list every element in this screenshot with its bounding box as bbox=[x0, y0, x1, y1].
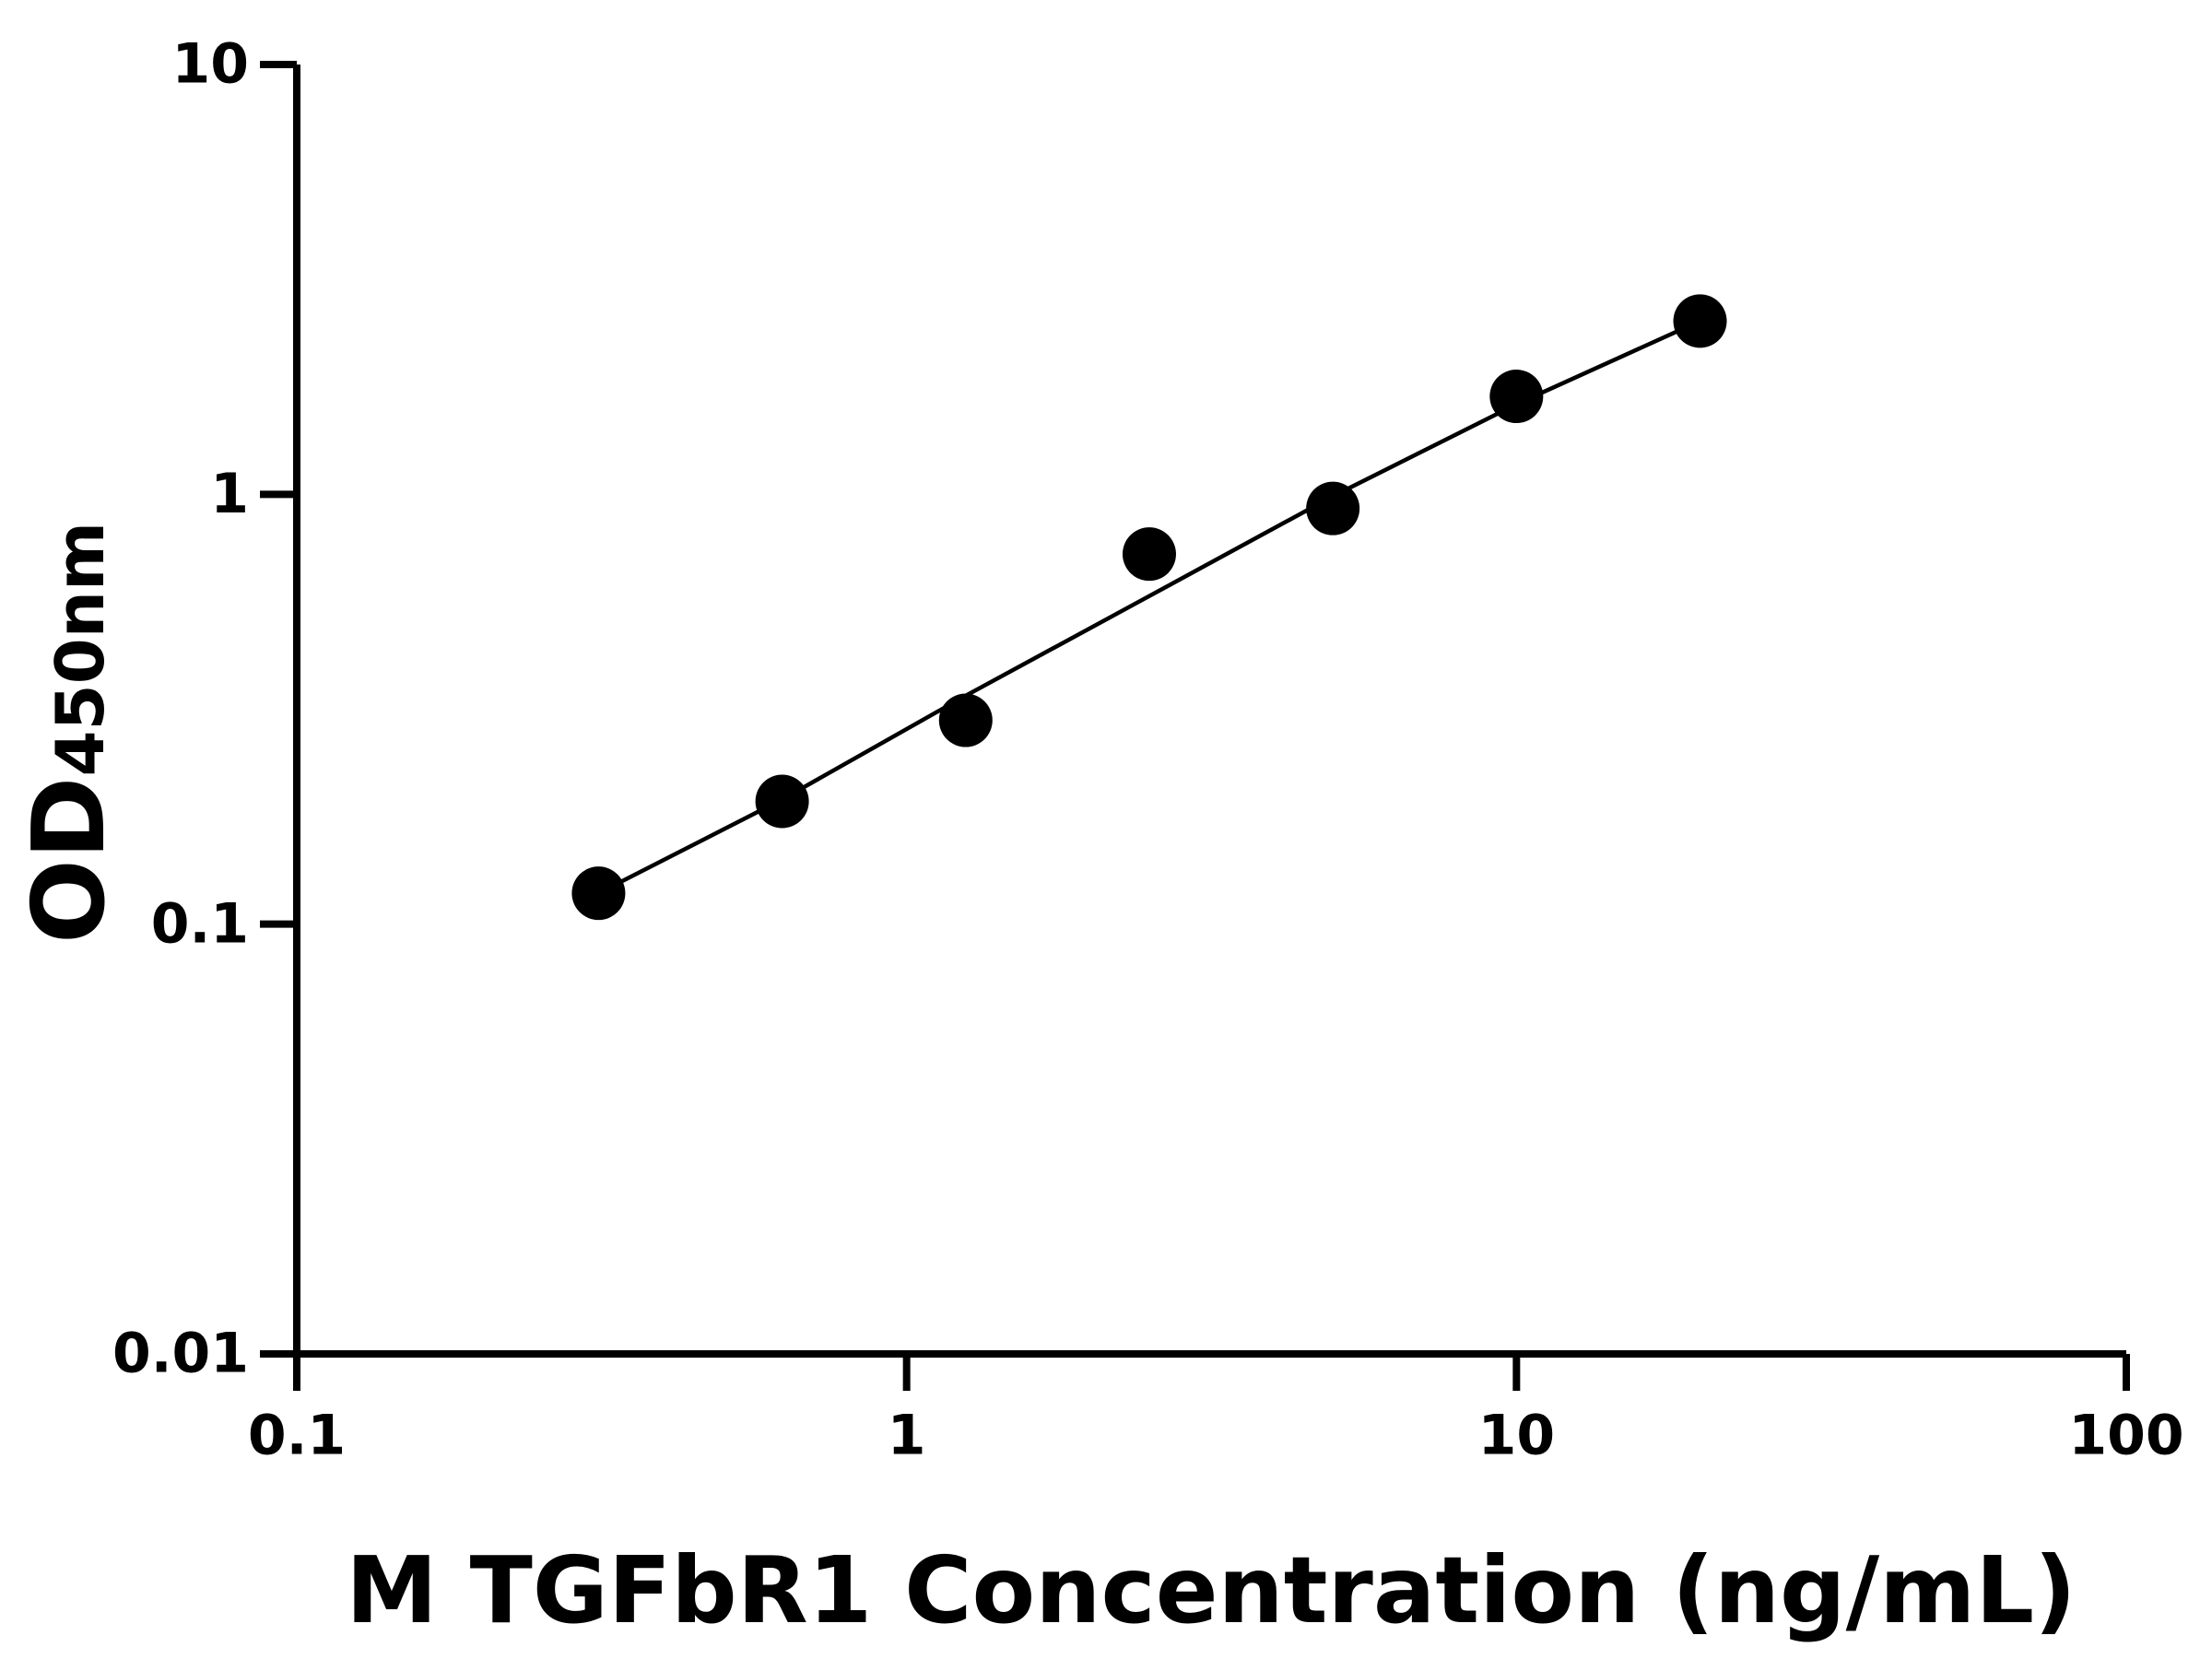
data-point bbox=[1122, 527, 1176, 582]
x-axis-label: M TGFbR1 Concentration (ng/mL) bbox=[346, 1536, 2077, 1644]
y-tick-label: 10 bbox=[172, 32, 250, 97]
y-tick-label: 0.01 bbox=[112, 1322, 249, 1386]
y-tick-label: 1 bbox=[210, 462, 249, 526]
data-point bbox=[571, 866, 626, 921]
y-tick-label: 0.1 bbox=[151, 891, 249, 956]
data-point bbox=[1673, 294, 1727, 348]
x-tick-label: 1 bbox=[888, 1404, 926, 1468]
y-axis-label-main: OD bbox=[12, 777, 127, 944]
x-tick-label: 10 bbox=[1478, 1404, 1556, 1468]
x-tick-label: 100 bbox=[2068, 1404, 2183, 1468]
data-point bbox=[755, 774, 809, 829]
x-tick-label: 0.1 bbox=[248, 1404, 346, 1468]
data-point bbox=[1489, 370, 1544, 424]
y-axis-label: OD450nm bbox=[12, 522, 127, 944]
data-point bbox=[1306, 481, 1360, 535]
y-axis-label-sub: 450nm bbox=[41, 522, 119, 777]
data-point bbox=[938, 693, 993, 747]
